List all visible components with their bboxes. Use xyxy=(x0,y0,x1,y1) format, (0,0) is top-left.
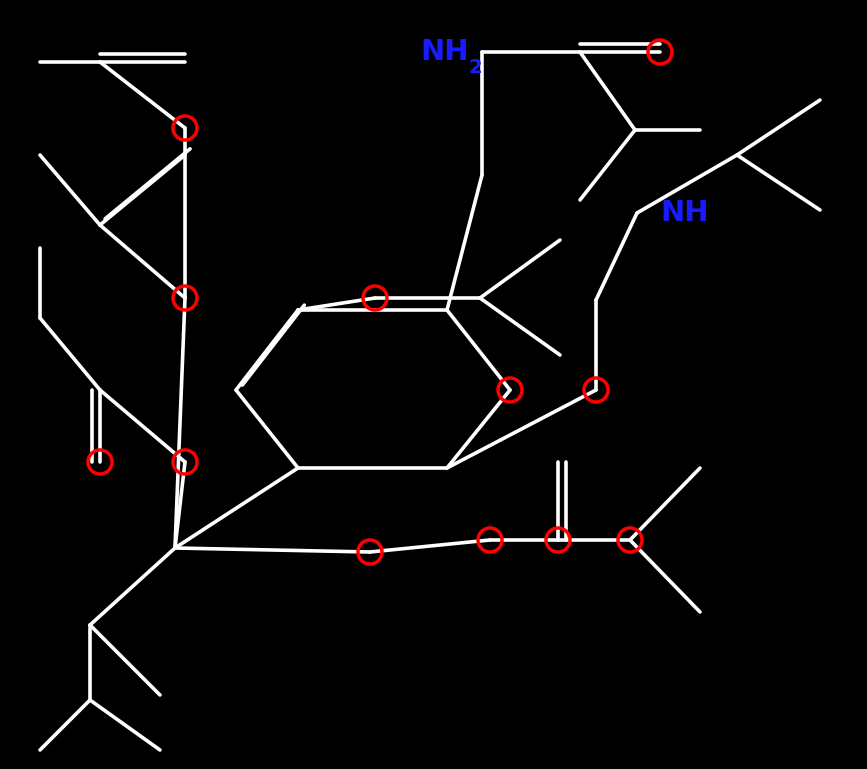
Text: 2: 2 xyxy=(469,58,483,77)
Text: NH: NH xyxy=(660,199,708,227)
Text: NH: NH xyxy=(420,38,469,66)
